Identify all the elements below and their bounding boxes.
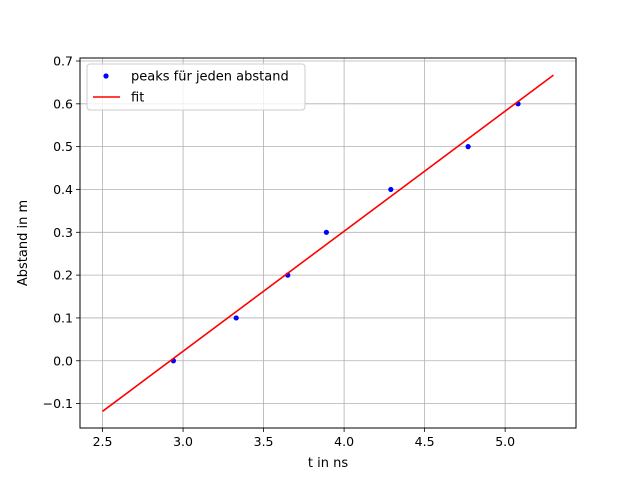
data-point [233,315,239,321]
x-tick-label: 3.0 [173,434,193,449]
x-tick-label: 2.5 [93,434,113,449]
legend: peaks für jeden abstand fit [86,63,306,111]
x-tick-label: 3.5 [254,434,274,449]
y-tick-label: 0.3 [53,225,73,240]
y-tick-label: 0.7 [53,53,73,68]
ticks: 2.5 3.0 3.5 4.0 4.5 5.0 −0.1 0.0 0.1 0.2 0.3 0.4 0.5… [43,53,515,449]
data-point [388,186,394,193]
data-point [465,144,471,150]
x-tick-label: 4.0 [334,434,354,449]
y-axis-label: Abstand in m [16,200,31,286]
x-tick-label: 5.0 [495,434,515,449]
y-tick-label: −0.1 [43,396,73,411]
legend-box [86,63,306,111]
plot-area [102,74,554,412]
y-tick-label: 0.1 [53,310,73,325]
x-tick-label: 4.5 [415,434,435,449]
data-point [323,229,329,235]
axes-frame [79,57,577,429]
legend-label-peaks: peaks für jeden abstand [131,70,289,85]
legend-marker-peaks [103,73,109,79]
y-tick-label: 0.4 [53,182,73,197]
y-tick-label: 0.5 [53,139,73,154]
y-tick-label: 0.0 [53,353,73,368]
y-tick-label: 0.2 [53,268,73,283]
legend-label-fit: fit [131,91,144,106]
x-axis-label: t in ns [308,456,348,471]
y-tick-label: 0.6 [53,96,73,111]
fit-line [102,74,554,412]
